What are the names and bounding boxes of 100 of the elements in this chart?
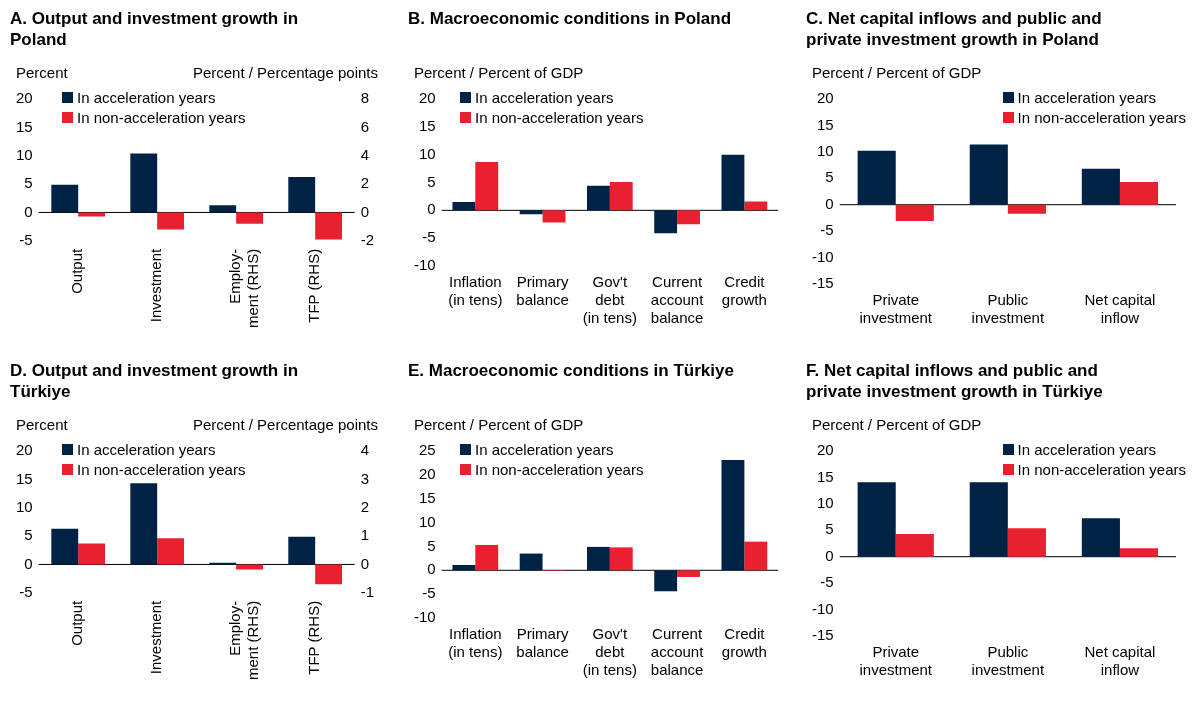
- bar: [130, 483, 158, 565]
- y-tick-label: -5: [422, 584, 436, 602]
- bar: [288, 177, 316, 213]
- legend-label: In non-acceleration years: [1017, 109, 1186, 126]
- y-tick-label: 20: [418, 465, 436, 482]
- bar: [315, 212, 343, 240]
- bar: [78, 212, 106, 217]
- bar: [586, 185, 610, 211]
- bar: [857, 482, 896, 557]
- chart-title: E. Macroeconomic conditions in Türkiye: [408, 360, 735, 381]
- chart-title: A. Output and investment growth in Poland: [10, 8, 300, 50]
- bar: [452, 201, 476, 211]
- y2-tick-label: 2: [360, 174, 370, 192]
- y-tick-label: 0: [427, 200, 436, 218]
- bar: [1119, 548, 1159, 557]
- y-tick-label: -5: [820, 221, 834, 239]
- bar: [609, 181, 633, 211]
- y2-tick-label: 4: [360, 145, 370, 163]
- bar: [157, 212, 185, 230]
- y-tick-label: 15: [16, 469, 33, 487]
- x-tick-label: Primary balance: [516, 625, 569, 661]
- y-tick-label: -15: [811, 626, 834, 644]
- y-tick-label: -15: [811, 274, 834, 292]
- y-tick-label: -5: [19, 582, 33, 600]
- x-tick-label: Investment: [147, 248, 165, 323]
- chart-title: D. Output and investment growth in Türkiye: [10, 360, 300, 402]
- legend-label: In acceleration years: [1017, 441, 1156, 458]
- y-tick-label: -5: [820, 573, 834, 591]
- x-tick-label: Credit growth: [721, 625, 767, 661]
- bar: [654, 570, 678, 592]
- y-tick-label: 10: [16, 145, 33, 163]
- y-tick-label: 0: [24, 554, 33, 572]
- x-tick-label: Output: [68, 247, 86, 294]
- x-tick-label: Private investment: [859, 291, 933, 327]
- y-tick-label: 10: [816, 142, 834, 159]
- bar: [78, 543, 106, 565]
- bar: [475, 161, 499, 211]
- legend-label: In acceleration years: [475, 89, 614, 106]
- y-tick-label: 10: [418, 512, 436, 530]
- x-tick-label: Gov't debt (in tens): [582, 273, 637, 327]
- bar: [1081, 168, 1120, 205]
- bar: [236, 212, 264, 224]
- bar: [969, 144, 1008, 205]
- y-tick-label: 15: [816, 467, 834, 485]
- chart-title: F. Net capital inflows and public and private investment growth in Türkiye: [806, 360, 1104, 402]
- bar: [1007, 528, 1046, 557]
- legend-label: In non-acceleration years: [77, 109, 246, 126]
- y-tick-label: -10: [811, 599, 834, 617]
- legend-label: In non-acceleration years: [77, 461, 246, 478]
- x-tick-label: Primary balance: [516, 273, 569, 309]
- bar: [721, 460, 745, 571]
- bar: [677, 570, 700, 577]
- y2-tick-label: 0: [360, 554, 370, 572]
- bar: [519, 210, 543, 215]
- bar: [315, 564, 343, 585]
- y-tick-label: -10: [413, 256, 436, 274]
- y2-tick-label: 1: [360, 526, 370, 544]
- y-tick-label: 20: [418, 89, 436, 107]
- y-tick-label: 10: [816, 494, 834, 511]
- y-axis-title: Percent / Percent of GDP: [414, 64, 584, 81]
- x-tick-label: Current account balance: [650, 625, 705, 679]
- y-tick-label: 0: [825, 194, 834, 212]
- y-tick-label: 20: [16, 441, 33, 459]
- chart-title: B. Macroeconomic conditions in Poland: [408, 8, 733, 29]
- bar: [475, 545, 499, 571]
- y2-tick-label: -1: [360, 582, 375, 600]
- y-tick-label: 10: [418, 144, 436, 162]
- bar: [236, 564, 264, 570]
- y-tick-label: 0: [24, 202, 33, 220]
- bar: [452, 565, 476, 571]
- x-tick-label: Inflation (in tens): [448, 273, 503, 309]
- bar: [157, 538, 185, 565]
- x-tick-label: Employ- ment (RHS): [226, 600, 262, 681]
- x-tick-label: Net capital inflow: [1084, 291, 1156, 327]
- bar: [677, 210, 700, 225]
- bar: [288, 536, 316, 565]
- y2-tick-label: 2: [360, 497, 370, 515]
- chart-title: C. Net capital inflows and public and private investment growth in Poland: [806, 8, 1103, 50]
- y-axis-title: Percent: [16, 64, 68, 81]
- bar: [542, 210, 566, 223]
- y-tick-label: 15: [418, 488, 436, 506]
- bar: [895, 204, 934, 222]
- y2-tick-label: -2: [360, 230, 375, 248]
- legend-label: In non-acceleration years: [475, 461, 644, 478]
- bar: [51, 184, 79, 213]
- legend-label: In non-acceleration years: [1017, 461, 1186, 478]
- y-tick-label: 0: [825, 546, 834, 564]
- x-tick-label: TFP (RHS): [305, 600, 323, 675]
- y2-tick-label: 0: [360, 202, 370, 220]
- legend-label: In non-acceleration years: [475, 109, 644, 126]
- bar: [51, 528, 79, 565]
- legend-label: In acceleration years: [475, 441, 614, 458]
- y-axis-title: Percent: [16, 416, 68, 433]
- y-tick-label: 10: [16, 497, 33, 515]
- legend-label: In acceleration years: [77, 89, 216, 106]
- y-tick-label: 15: [16, 117, 33, 135]
- y-tick-label: -5: [19, 230, 33, 248]
- y-tick-label: 5: [24, 174, 33, 192]
- y-tick-label: 20: [816, 89, 834, 107]
- bar: [1081, 518, 1120, 557]
